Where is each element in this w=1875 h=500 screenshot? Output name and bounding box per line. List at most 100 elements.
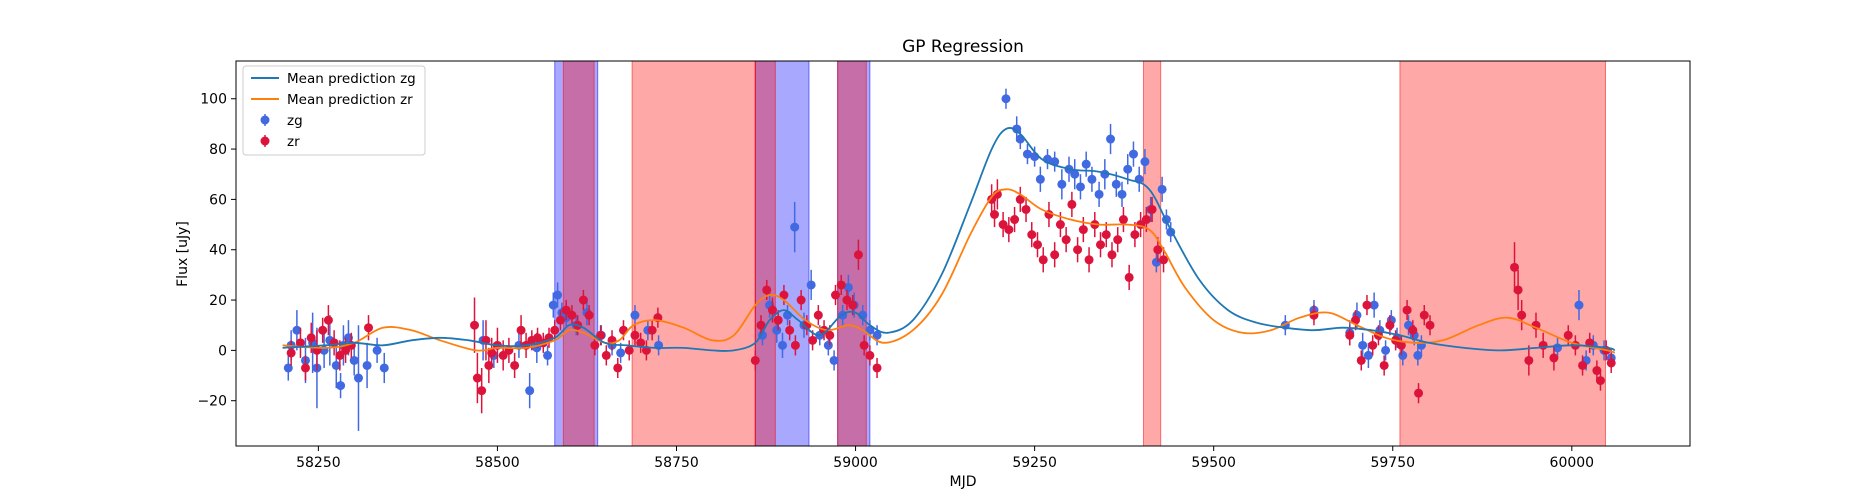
zg-point (778, 340, 788, 350)
zg-point (331, 360, 341, 370)
zg-point (1070, 169, 1080, 179)
x-tick-label: 59250 (1012, 455, 1057, 471)
zr-span (631, 60, 756, 447)
zg-point (806, 280, 816, 290)
y-axis-label: Flux [uJy] (175, 221, 191, 287)
zg-point (553, 290, 563, 300)
zr-point (1524, 355, 1534, 365)
zg-point (1057, 179, 1067, 189)
zg-point (349, 355, 359, 365)
zg-point (1081, 159, 1091, 169)
zr-point (813, 310, 823, 320)
zg-point (772, 325, 782, 335)
zr-point (1606, 358, 1616, 368)
zr-point (286, 348, 296, 358)
chart-title: GP Regression (902, 37, 1024, 57)
zr-point (647, 325, 657, 335)
zr-point (808, 335, 818, 345)
zr-point (323, 315, 333, 325)
x-tick-label: 59750 (1370, 455, 1415, 471)
zr-point (1050, 250, 1060, 260)
zr-point (601, 350, 611, 360)
zr-point (1004, 225, 1014, 235)
zg-point (292, 325, 302, 335)
zg-point (843, 282, 853, 292)
zr-point (1513, 285, 1523, 295)
zr-point (859, 340, 869, 350)
plot-frame (235, 60, 1691, 447)
legend-label-mean-zr: Mean prediction zr (287, 92, 413, 108)
y-tick-label: −20 (197, 394, 227, 410)
zr-point (825, 330, 835, 340)
zr-point (470, 320, 480, 330)
zr-point (1021, 204, 1031, 214)
zr-point (1592, 366, 1602, 376)
zr-point (1124, 272, 1134, 282)
zr-point (1510, 262, 1520, 272)
zg-point (543, 350, 553, 360)
zg-point (1128, 149, 1138, 159)
x-axis-label: MJD (950, 474, 977, 490)
y-axis: −20 0 20 40 60 80 100 (197, 92, 236, 410)
zr-point (364, 323, 374, 333)
zr-point (1038, 255, 1048, 265)
zr-point (1107, 250, 1117, 260)
y-tick-label: 60 (209, 192, 227, 208)
zr-point (636, 338, 646, 348)
zr-point (624, 345, 634, 355)
zr-point (306, 333, 316, 343)
zg-point (630, 310, 640, 320)
zg-point (1111, 179, 1121, 189)
zr-point (756, 320, 766, 330)
zr-point (1073, 245, 1083, 255)
zr-point (785, 325, 795, 335)
zr-point (516, 325, 526, 335)
zr-point (630, 330, 640, 340)
zg-point (283, 363, 293, 373)
zg-point (525, 386, 535, 396)
zg-point (790, 222, 800, 232)
zg-point (336, 381, 346, 391)
zr-point (1517, 310, 1527, 320)
zr-point (796, 295, 806, 305)
zg-point (1075, 182, 1085, 192)
zg-point (1035, 174, 1045, 184)
zg-point (372, 345, 382, 355)
zr-point (1578, 360, 1588, 370)
x-axis: 58250 58500 58750 59000 59250 59500 59750 60000 (296, 446, 1594, 471)
zg-point (1087, 174, 1097, 184)
x-tick-label: 59000 (833, 455, 878, 471)
x-tick-label: 60000 (1550, 455, 1595, 471)
zr-point (853, 250, 863, 260)
zg-point (823, 340, 833, 350)
zr-point (472, 373, 482, 383)
zr-point (1153, 245, 1163, 255)
legend-label-zr: zr (287, 134, 300, 150)
mean-prediction-zg-line (282, 127, 1616, 352)
zg-point (1151, 257, 1161, 267)
mean-prediction-zr-line (282, 188, 1616, 354)
y-tick-label: 40 (209, 243, 227, 259)
zg-point (1413, 350, 1423, 360)
zr-point (1159, 255, 1169, 265)
y-tick-label: 80 (209, 142, 227, 158)
zr-point (1061, 235, 1071, 245)
x-tick-label: 58500 (475, 455, 520, 471)
zr-point (477, 386, 487, 396)
x-tick-label: 58250 (296, 455, 341, 471)
zr-point (1147, 204, 1157, 214)
zr-point (1362, 300, 1372, 310)
legend-swatch-zg (260, 115, 270, 125)
zg-point (1117, 189, 1127, 199)
zr-point (865, 350, 875, 360)
zr-point (1027, 230, 1037, 240)
zr-point (295, 338, 305, 348)
zg-point (1012, 124, 1022, 134)
zr-point (872, 363, 882, 373)
zr-point (1414, 388, 1424, 398)
legend-label-mean-zg: Mean prediction zg (287, 71, 416, 87)
zg-point (1157, 184, 1167, 194)
zr-point (1130, 230, 1140, 240)
y-tick-label: 20 (209, 293, 227, 309)
